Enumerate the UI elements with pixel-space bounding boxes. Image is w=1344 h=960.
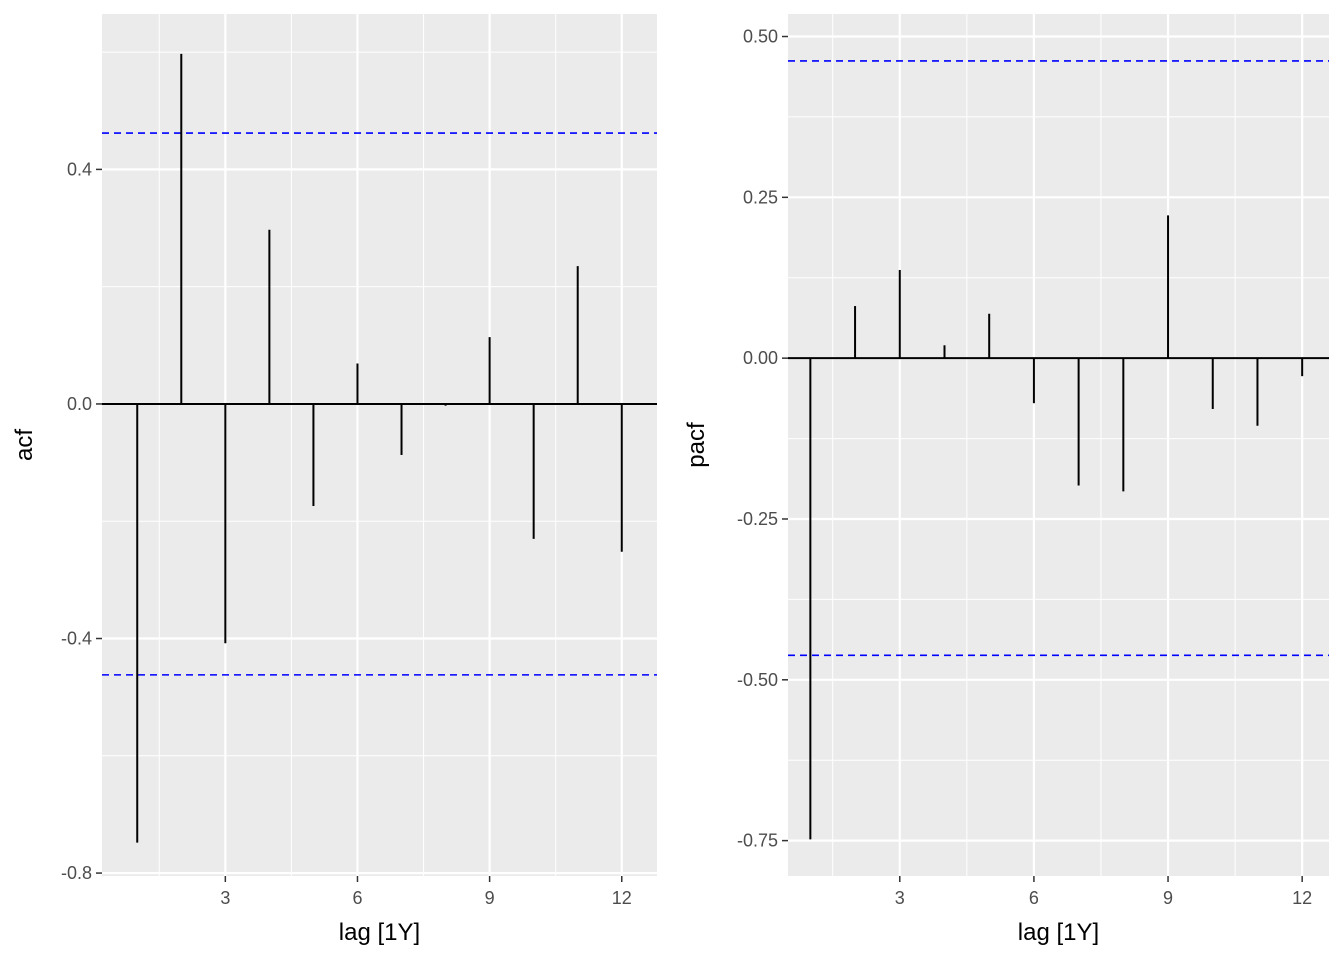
plot-panel [788, 14, 1329, 876]
y-tick-label: -0.25 [737, 509, 778, 529]
pacf-chart: 3 6 9 12 -0.75 -0.50 -0.25 0.00 0.25 0.50 lag [1Y]… [683, 14, 1329, 946]
x-tick-label: 9 [1163, 888, 1173, 908]
y-tick-label: 0.0 [67, 394, 92, 414]
x-tick-label: 9 [485, 888, 495, 908]
x-tick-label: 12 [1292, 888, 1312, 908]
x-tick-label: 3 [220, 888, 230, 908]
x-tick-label: 3 [895, 888, 905, 908]
y-tick-label: 0.00 [743, 348, 778, 368]
y-tick-label: -0.4 [61, 629, 92, 649]
y-tick-label: -0.8 [61, 863, 92, 883]
y-tick-label: 0.4 [67, 159, 92, 179]
acf-chart: 3 6 9 12 -0.8 -0.4 0.0 0.4 lag [1Y] acf [11, 14, 657, 946]
x-tick-label: 12 [612, 888, 632, 908]
y-tick-label: 0.25 [743, 187, 778, 207]
x-axis-title: lag [1Y] [1018, 919, 1099, 946]
y-tick-label: -0.50 [737, 670, 778, 690]
x-axis-title: lag [1Y] [339, 919, 420, 946]
y-tick-label: -0.75 [737, 831, 778, 851]
x-tick-label: 6 [352, 888, 362, 908]
x-tick-label: 6 [1029, 888, 1039, 908]
y-axis-title: acf [11, 429, 38, 461]
y-axis-title: pacf [683, 422, 710, 468]
plot-panel [102, 14, 657, 876]
y-tick-label: 0.50 [743, 27, 778, 47]
